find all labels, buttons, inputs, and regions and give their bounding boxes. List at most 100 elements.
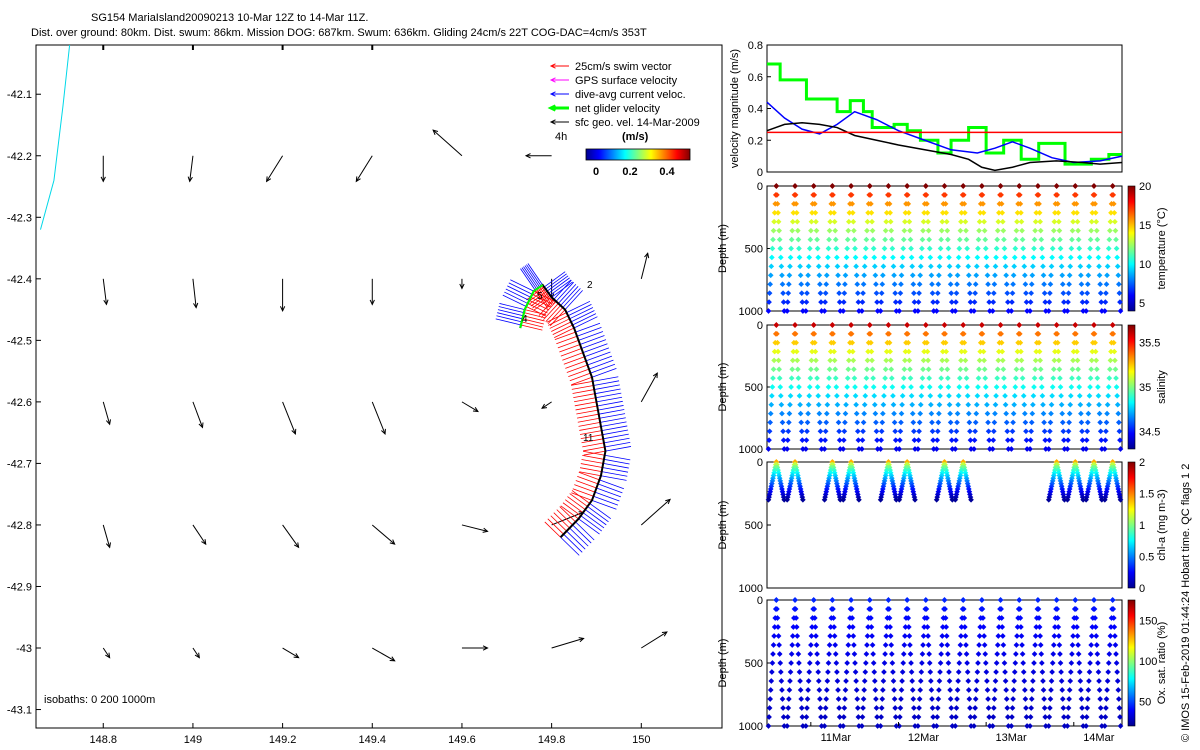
- dac-vector: [495, 318, 522, 326]
- velocity-series-line: [767, 62, 1122, 166]
- dive-point: [902, 357, 908, 364]
- dive-point: [954, 696, 960, 702]
- dive-point: [1101, 496, 1108, 503]
- dive-point: [960, 322, 967, 328]
- dive-point: [1073, 331, 1079, 337]
- dive-point: [1059, 696, 1066, 702]
- dive-point: [1080, 446, 1086, 452]
- dive-point: [929, 281, 935, 288]
- dive-point: [995, 218, 1002, 225]
- dive-point: [992, 687, 998, 693]
- dive-point: [1014, 357, 1020, 364]
- dive-point: [980, 201, 986, 207]
- dive-point: [1073, 201, 1080, 207]
- isobaths-label: isobaths: 0 200 1000m: [44, 694, 155, 706]
- dac-vector: [594, 491, 620, 502]
- dive-point: [999, 357, 1006, 364]
- dive-point: [866, 322, 873, 328]
- dive-point: [1086, 401, 1092, 408]
- dive-point: [1048, 272, 1054, 279]
- dive-point: [1095, 384, 1101, 390]
- dive-point: [1040, 263, 1046, 270]
- dive-point: [907, 651, 914, 657]
- dive-point: [1079, 437, 1086, 443]
- geo-vector: [282, 401, 296, 435]
- dive-point: [1018, 624, 1024, 630]
- dive-point: [1041, 428, 1048, 435]
- dive-point: [1004, 290, 1011, 296]
- dive-point: [1054, 615, 1061, 621]
- dive-point: [844, 660, 850, 666]
- dive-point: [1088, 633, 1095, 639]
- geo-vector: [551, 637, 584, 649]
- dive-point: [804, 428, 810, 435]
- dive-point: [1053, 183, 1060, 189]
- dive-point: [800, 496, 806, 503]
- dive-point: [1020, 660, 1026, 666]
- dive-point: [1010, 410, 1017, 417]
- swim-vector: [577, 476, 599, 485]
- dive-point: [805, 263, 812, 270]
- dive-point: [1103, 290, 1109, 296]
- dive-point: [908, 384, 914, 390]
- dive-point: [885, 183, 892, 189]
- dive-point: [952, 446, 959, 452]
- dive-point: [781, 446, 788, 452]
- dive-point: [780, 437, 787, 443]
- dac-vector: [604, 454, 631, 461]
- swim-vector: [582, 446, 605, 452]
- dive-point: [1110, 339, 1117, 346]
- dive-point: [787, 669, 794, 675]
- dive-point: [851, 651, 858, 657]
- dive-point: [893, 308, 900, 314]
- dive-point: [912, 308, 918, 314]
- geo-vector-head: [105, 419, 112, 426]
- dive-point: [1033, 348, 1040, 355]
- dive-point: [1085, 410, 1092, 417]
- dive-point: [834, 678, 841, 684]
- dive-point: [1107, 633, 1114, 639]
- swim-vector: [573, 393, 596, 399]
- geo-vector-head: [355, 176, 361, 183]
- dive-point: [996, 348, 1002, 355]
- swim-vector: [569, 372, 591, 382]
- dive-point: [1066, 272, 1073, 279]
- dive-point: [806, 245, 813, 252]
- dive-point: [1097, 419, 1103, 426]
- dive-point: [823, 696, 830, 702]
- dive-point: [973, 272, 980, 279]
- swim-vector: [581, 459, 604, 464]
- dive-point: [878, 437, 884, 443]
- dive-point: [793, 624, 800, 630]
- dive-point: [930, 437, 936, 443]
- dive-point: [880, 272, 886, 279]
- dive-point: [848, 192, 855, 198]
- dive-point: [949, 496, 956, 503]
- dive-point: [1087, 384, 1093, 390]
- dive-point: [1058, 678, 1065, 684]
- dive-point: [1103, 281, 1110, 288]
- dive-point: [833, 245, 840, 252]
- dive-point: [921, 624, 927, 630]
- dive-point: [984, 410, 991, 417]
- dive-point: [1098, 714, 1105, 720]
- dive-point: [846, 209, 853, 216]
- dive-point: [837, 496, 844, 503]
- geo-vector-head: [482, 527, 489, 533]
- dive-point: [1027, 308, 1033, 314]
- dive-point: [774, 615, 781, 621]
- dive-point: [1030, 669, 1037, 675]
- dive-point: [1105, 669, 1112, 675]
- dive-point: [934, 428, 941, 435]
- dive-point: [904, 322, 910, 328]
- dive-point: [1083, 308, 1089, 314]
- dive-point: [1041, 281, 1047, 288]
- dive-point: [942, 606, 948, 612]
- swim-vector: [526, 306, 547, 317]
- dive-point: [1072, 322, 1079, 328]
- dive-point: [887, 357, 894, 364]
- dive-point: [960, 331, 967, 337]
- dive-point: [796, 660, 802, 666]
- swim-vector: [551, 321, 572, 332]
- dive-point: [853, 410, 860, 417]
